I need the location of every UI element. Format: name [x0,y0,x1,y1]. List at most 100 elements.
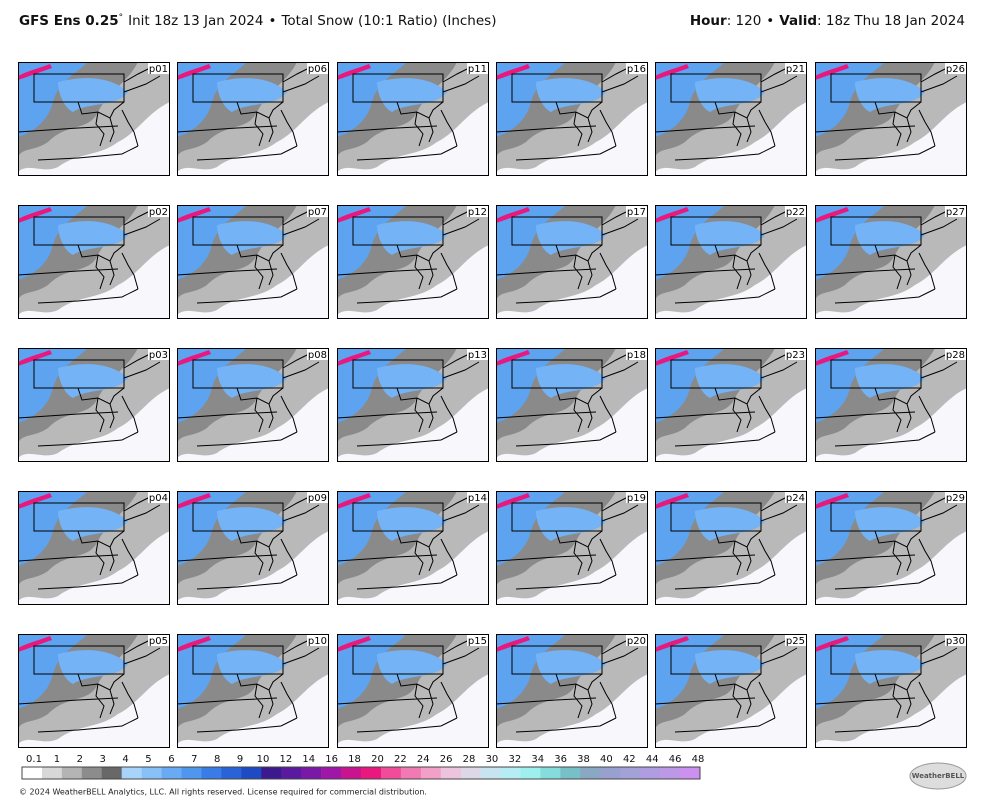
map [177,205,329,319]
member-label: p15 [468,636,487,647]
map-panel: p02 [18,205,170,319]
map-panel: p18 [496,348,648,462]
label-bg [945,206,966,217]
label-bg [307,635,328,646]
member-label: p10 [308,636,327,647]
member-label: p02 [149,207,168,218]
colorbar-label: 14 [302,754,315,765]
colorbar-label: 3 [100,754,106,765]
member-label: p05 [149,636,168,647]
colorbar-segment [580,767,601,779]
label-bg [785,63,806,74]
member-label: p06 [308,64,327,75]
map-panel: p17 [496,205,648,319]
label-bg [785,635,806,646]
map [18,205,170,319]
map [496,62,648,176]
colorbar-segment [520,767,541,779]
member-label: p23 [786,350,805,361]
map [177,348,329,462]
colorbar-segment [161,767,182,779]
map-panel: p24 [655,491,807,605]
map [815,348,967,462]
map [496,205,648,319]
map-panel: p25 [655,634,807,748]
map-panel: p22 [655,205,807,319]
colorbar-segment [480,767,501,779]
valid-label: Valid [779,13,817,29]
map-panel: p12 [337,205,489,319]
colorbar-label: 10 [257,754,270,765]
colorbar-segment [101,767,123,779]
map-panel: p04 [18,491,170,605]
model: GFS Ens 0.25 [19,13,119,29]
member-label: p16 [627,64,646,75]
colorbar-label: 26 [440,754,453,765]
label-bg [467,635,488,646]
map [655,348,807,462]
label-bg [148,492,169,503]
member-label: p22 [786,207,805,218]
map-panel: p21 [655,62,807,176]
colorbar-label: 42 [623,754,636,765]
hour: : 120 [727,13,762,29]
hour-label: Hour [690,13,727,29]
label-bg [307,63,328,74]
member-label: p29 [946,493,965,504]
map-panel: p08 [177,348,329,462]
member-label: p14 [468,493,487,504]
label-bg [785,206,806,217]
label-bg [626,635,647,646]
label-bg [785,492,806,503]
colorbar-segment [141,767,162,779]
member-label: p20 [627,636,646,647]
colorbar-segment [41,767,63,779]
member-label: p26 [946,64,965,75]
member-label: p21 [786,64,805,75]
colorbar-label: 44 [646,754,659,765]
map [177,62,329,176]
colorbar-segment [640,767,661,779]
map-panel: p14 [337,491,489,605]
label-bg [945,349,966,360]
label-bg [148,349,169,360]
title: GFS Ens 0.25° Init 18z 13 Jan 2024 • Total … [19,13,496,30]
label-bg [945,63,966,74]
map-panel: p15 [337,634,489,748]
map-panel: p23 [655,348,807,462]
separator: • [268,13,276,29]
member-label: p24 [786,493,805,504]
member-label: p09 [308,493,327,504]
label-bg [626,492,647,503]
separator: • [766,13,774,29]
label-bg [626,349,647,360]
colorbar-label: 46 [669,754,682,765]
colorbar-label: 2 [77,754,83,765]
map-panel: p09 [177,491,329,605]
map-panel: p06 [177,62,329,176]
label-bg [945,635,966,646]
map [177,634,329,748]
init: Init 18z 13 Jan 2024 [128,13,263,29]
label-bg [467,63,488,74]
colorbar-segment [221,767,242,779]
label-bg [307,206,328,217]
colorbar-label: 6 [168,754,174,765]
degree: ° [119,13,124,23]
colorbar-segment [201,767,222,779]
colorbar-segment [620,767,641,779]
map [18,634,170,748]
colorbar-segment [540,767,561,779]
member-label: p13 [468,350,487,361]
map-panel: p20 [496,634,648,748]
colorbar-label: 4 [122,754,128,765]
label-bg [148,635,169,646]
colorbar-label: 20 [371,754,384,765]
colorbar-segment [420,767,442,779]
colorbar-label: 48 [692,754,705,765]
colorbar-label: 22 [394,754,407,765]
map-panel: p11 [337,62,489,176]
colorbar-segment [22,767,43,779]
map [337,62,489,176]
map [18,348,170,462]
